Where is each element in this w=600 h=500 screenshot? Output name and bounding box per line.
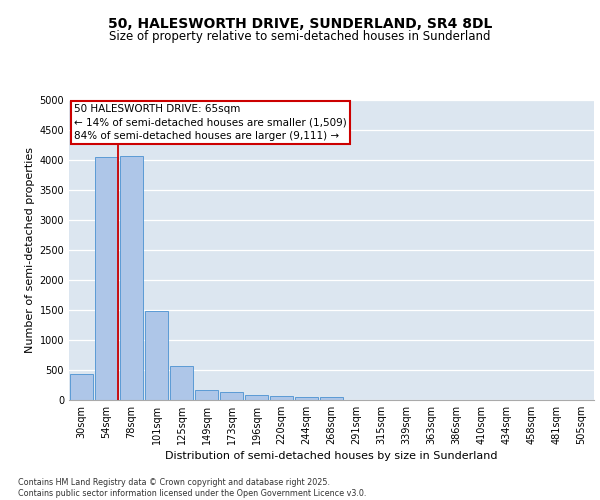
- Bar: [95, 157, 118, 400]
- Bar: [195, 390, 218, 400]
- Text: Contains HM Land Registry data © Crown copyright and database right 2025.
Contai: Contains HM Land Registry data © Crown c…: [18, 478, 367, 498]
- Y-axis label: Number of semi-detached properties: Number of semi-detached properties: [25, 147, 35, 353]
- Bar: [120, 156, 143, 400]
- Bar: [70, 374, 93, 400]
- Text: 50, HALESWORTH DRIVE, SUNDERLAND, SR4 8DL: 50, HALESWORTH DRIVE, SUNDERLAND, SR4 8D…: [108, 18, 492, 32]
- Bar: [145, 311, 168, 400]
- X-axis label: Distribution of semi-detached houses by size in Sunderland: Distribution of semi-detached houses by …: [165, 451, 498, 461]
- Text: Size of property relative to semi-detached houses in Sunderland: Size of property relative to semi-detach…: [109, 30, 491, 43]
- Bar: [170, 366, 193, 400]
- Bar: [270, 396, 293, 400]
- Bar: [245, 394, 268, 400]
- Bar: [320, 397, 343, 400]
- Bar: [220, 392, 243, 400]
- Text: 50 HALESWORTH DRIVE: 65sqm
← 14% of semi-detached houses are smaller (1,509)
84%: 50 HALESWORTH DRIVE: 65sqm ← 14% of semi…: [74, 104, 347, 141]
- Bar: [295, 396, 318, 400]
